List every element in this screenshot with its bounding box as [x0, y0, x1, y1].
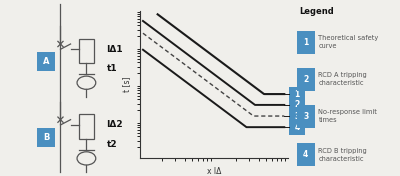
FancyBboxPatch shape: [289, 87, 305, 102]
Bar: [79, 114, 94, 139]
FancyBboxPatch shape: [289, 120, 305, 135]
Text: 4: 4: [294, 123, 300, 132]
Text: No-response limit
times: No-response limit times: [318, 109, 377, 123]
FancyBboxPatch shape: [289, 109, 305, 123]
FancyBboxPatch shape: [289, 98, 305, 112]
FancyBboxPatch shape: [38, 128, 55, 147]
Text: RCD A tripping
characteristic: RCD A tripping characteristic: [318, 73, 367, 86]
FancyBboxPatch shape: [38, 52, 55, 71]
Text: t1: t1: [106, 64, 117, 73]
Text: 4: 4: [303, 150, 308, 159]
Text: 3: 3: [303, 112, 308, 121]
Text: 2: 2: [303, 75, 308, 84]
FancyBboxPatch shape: [297, 143, 315, 166]
Text: 1: 1: [294, 90, 300, 99]
Text: B: B: [43, 133, 49, 142]
Bar: [79, 39, 94, 63]
Text: IΔ1: IΔ1: [106, 45, 123, 54]
Text: Legend: Legend: [299, 7, 334, 16]
Text: t2: t2: [106, 140, 117, 149]
FancyBboxPatch shape: [297, 68, 315, 91]
Text: 1: 1: [303, 38, 308, 47]
X-axis label: x IΔ: x IΔ: [207, 167, 221, 176]
Text: A: A: [43, 57, 49, 66]
Y-axis label: t [s]: t [s]: [122, 77, 131, 92]
FancyBboxPatch shape: [297, 105, 315, 128]
Text: Theoretical safety
curve: Theoretical safety curve: [318, 36, 379, 49]
Text: RCD B tripping
characteristic: RCD B tripping characteristic: [318, 148, 367, 162]
FancyBboxPatch shape: [297, 31, 315, 54]
Text: 2: 2: [294, 100, 300, 109]
Text: IΔ2: IΔ2: [106, 120, 123, 130]
Text: 3: 3: [294, 112, 300, 121]
